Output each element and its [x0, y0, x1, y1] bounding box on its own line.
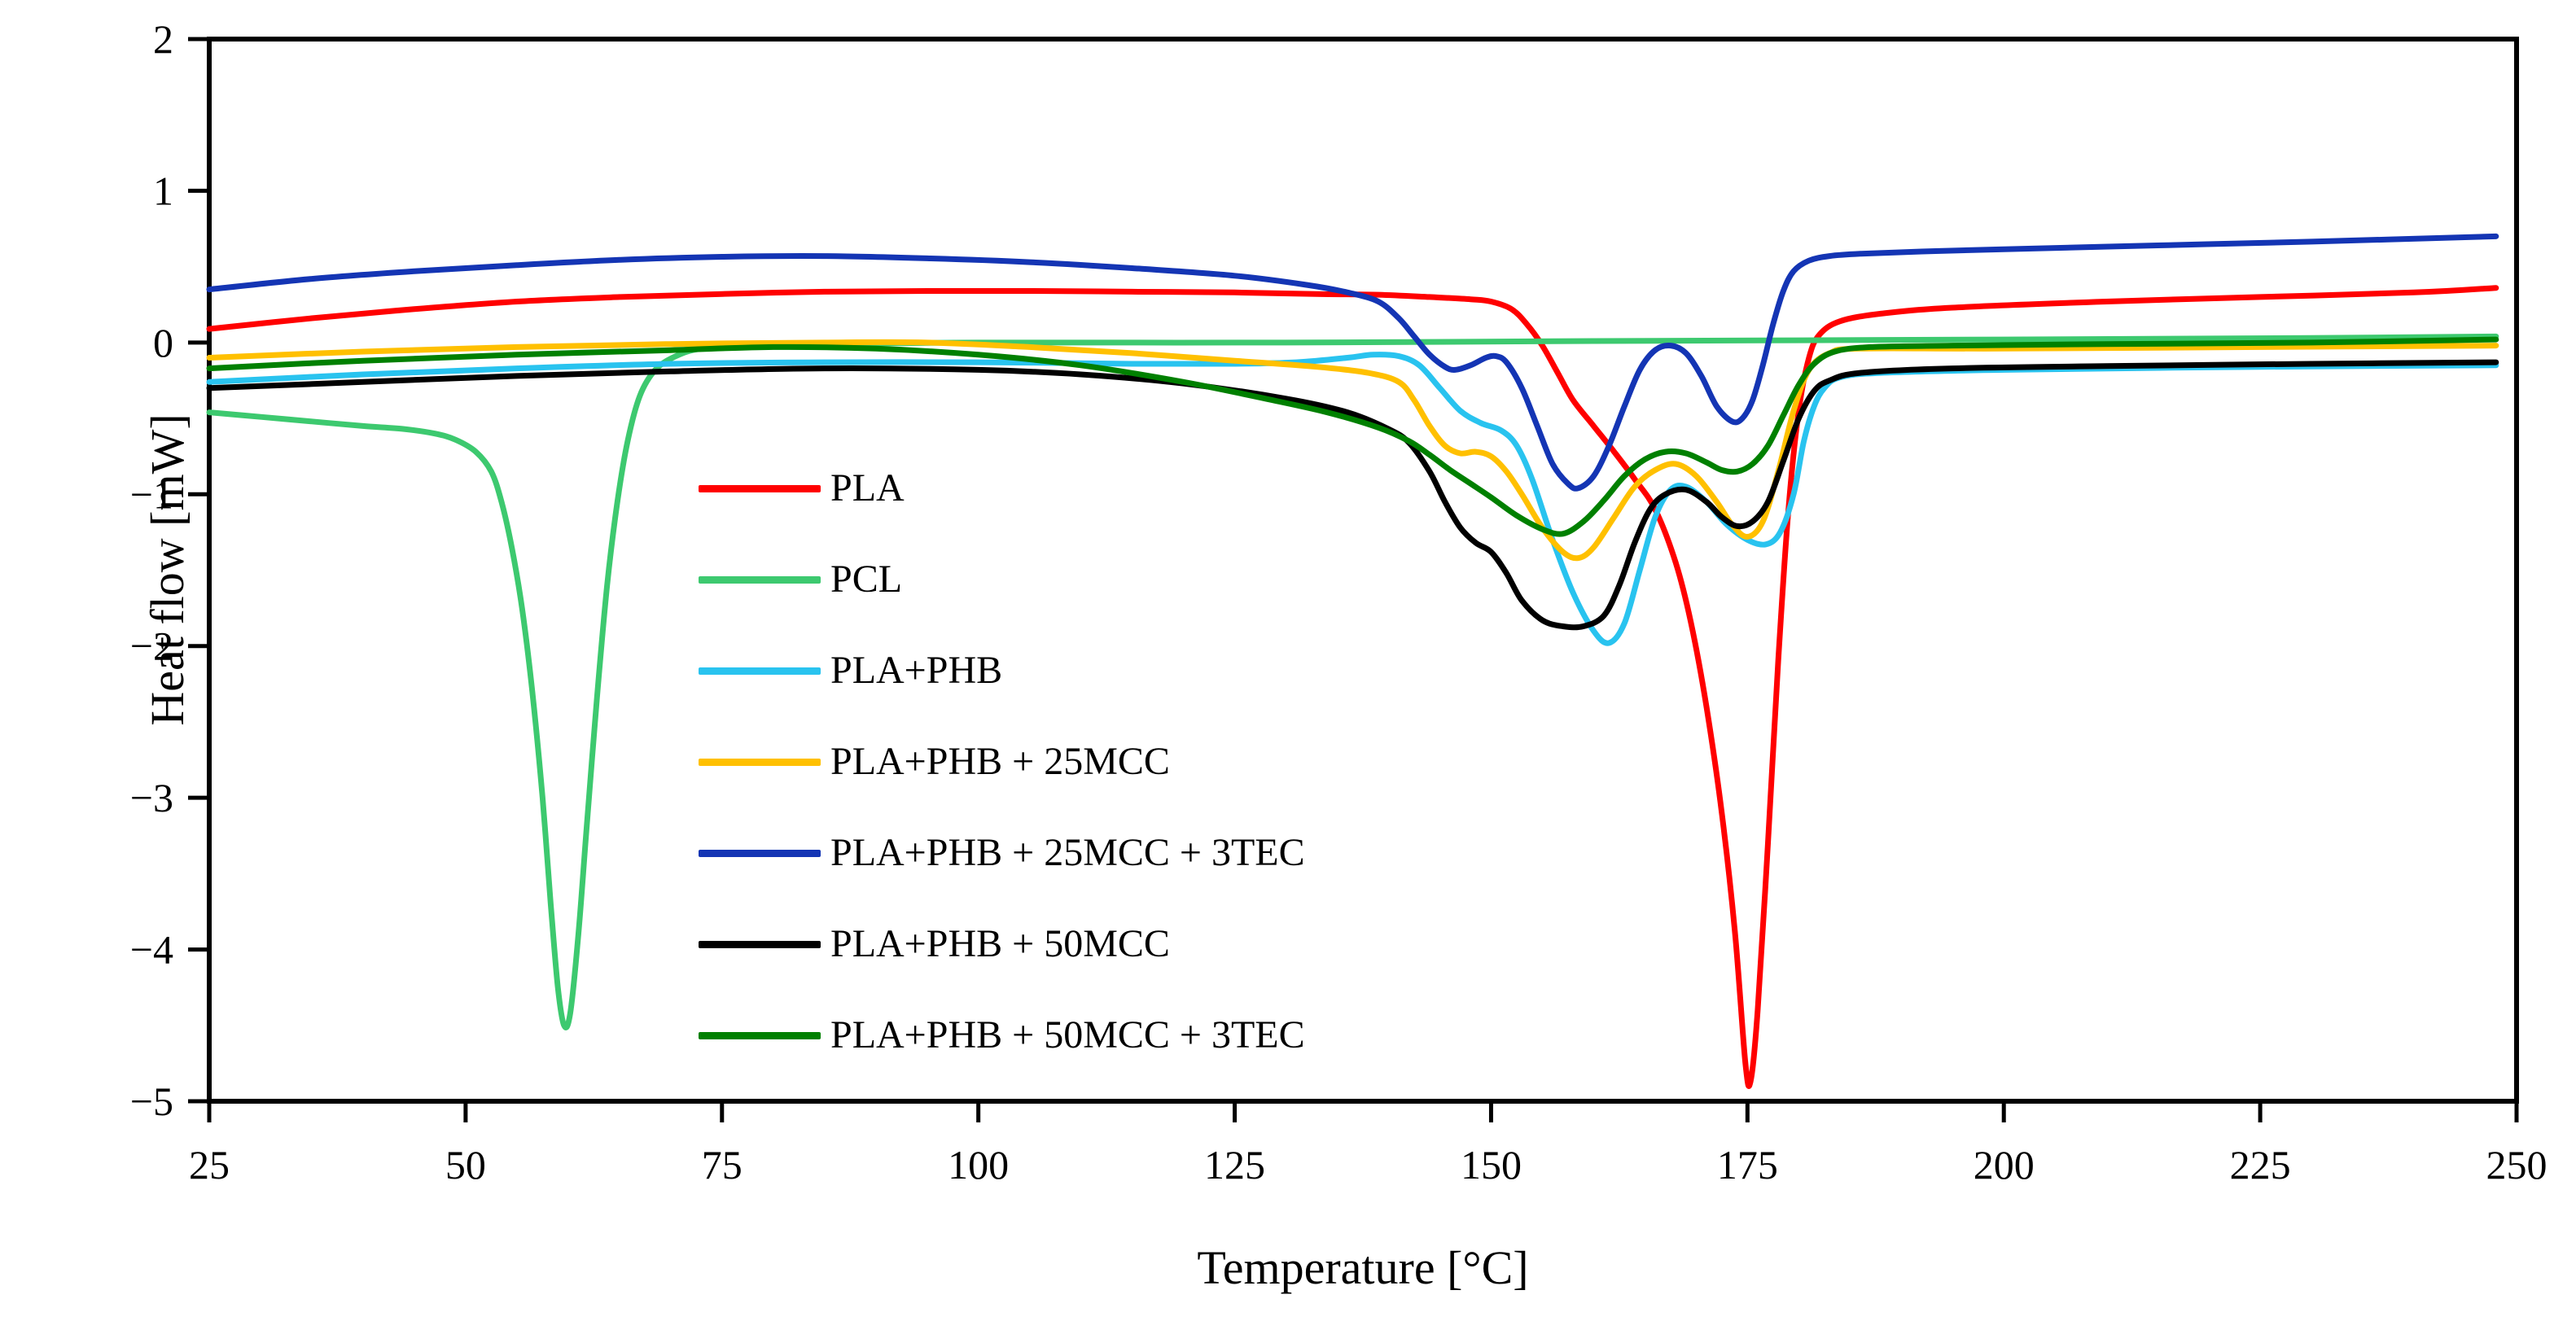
- legend-item-pla: PLA: [699, 443, 1305, 534]
- y-tick-label: 2: [153, 16, 173, 62]
- legend-swatch-pla-phb-50mcc-3tec: [699, 1031, 821, 1039]
- x-axis-title: Temperature [°C]: [1197, 1240, 1528, 1295]
- x-tick-label: 225: [2230, 1142, 2291, 1188]
- x-tick-label: 75: [702, 1142, 743, 1188]
- legend-swatch-pla: [699, 484, 821, 492]
- plot-frame: [207, 37, 2519, 1104]
- legend-item-pla-phb-25mcc-3tec: PLA+PHB + 25MCC + 3TEC: [699, 807, 1305, 899]
- y-tick-label: 0: [153, 320, 173, 365]
- legend-item-pla-phb-50mcc-3tec: PLA+PHB + 50MCC + 3TEC: [699, 990, 1305, 1081]
- y-axis-title-text: Heat flow [mW]: [141, 413, 195, 726]
- x-axis-title-text: Temperature [°C]: [1197, 1241, 1529, 1294]
- y-tick-label: −4: [130, 927, 173, 973]
- x-tick-label: 250: [2486, 1142, 2548, 1188]
- legend-label-pcl: PCL: [830, 558, 903, 601]
- series-path-pla-phb-25mcc-3tec: [206, 233, 2499, 492]
- y-tick-label: −1: [130, 471, 173, 517]
- x-tick-label: 100: [948, 1142, 1009, 1188]
- legend-label-pla-phb-25mcc: PLA+PHB + 25MCC: [830, 740, 1170, 783]
- y-tick-label: −5: [130, 1078, 173, 1124]
- y-axis-title: Heat flow [mW]: [140, 413, 195, 725]
- series-path-pla: [206, 285, 2499, 1089]
- y-tick-label: 1: [153, 168, 173, 213]
- x-tick-label: 50: [445, 1142, 486, 1188]
- legend-label-pla-phb-25mcc-3tec: PLA+PHB + 25MCC + 3TEC: [830, 831, 1305, 874]
- legend: PLA PCL PLA+PHB PLA+PHB + 25MCC PLA+PHB …: [699, 443, 1305, 1081]
- legend-label-pla-phb-50mcc: PLA+PHB + 50MCC: [830, 922, 1170, 965]
- legend-label-pla-phb: PLA+PHB: [830, 649, 1003, 692]
- series-path-pla-phb: [206, 352, 2499, 646]
- legend-swatch-pla-phb-25mcc: [699, 758, 821, 766]
- x-tick-label: 200: [1974, 1142, 2035, 1188]
- series-path-pla-phb-50mcc: [206, 359, 2499, 631]
- legend-item-pla-phb: PLA+PHB: [699, 625, 1305, 716]
- series-path-pla-phb-50mcc-3tec: [206, 336, 2499, 537]
- y-tick-label: −2: [130, 623, 173, 669]
- x-tick-label: 25: [189, 1142, 230, 1188]
- legend-item-pla-phb-25mcc: PLA+PHB + 25MCC: [699, 716, 1305, 807]
- legend-swatch-pla-phb: [699, 667, 821, 675]
- legend-label-pla-phb-50mcc-3tec: PLA+PHB + 50MCC + 3TEC: [830, 1013, 1305, 1056]
- x-tick-label: 125: [1204, 1142, 1265, 1188]
- legend-swatch-pla-phb-50mcc: [699, 940, 821, 948]
- legend-swatch-pla-phb-25mcc-3tec: [699, 849, 821, 857]
- series-path-pcl: [206, 333, 2499, 1030]
- legend-swatch-pcl: [699, 575, 821, 584]
- legend-item-pla-phb-50mcc: PLA+PHB + 50MCC: [699, 899, 1305, 990]
- legend-label-pla: PLA: [830, 466, 905, 510]
- legend-item-pcl: PCL: [699, 534, 1305, 625]
- x-tick-label: 150: [1461, 1142, 1522, 1188]
- x-tick-label: 175: [1717, 1142, 1778, 1188]
- y-tick-label: −3: [130, 775, 173, 820]
